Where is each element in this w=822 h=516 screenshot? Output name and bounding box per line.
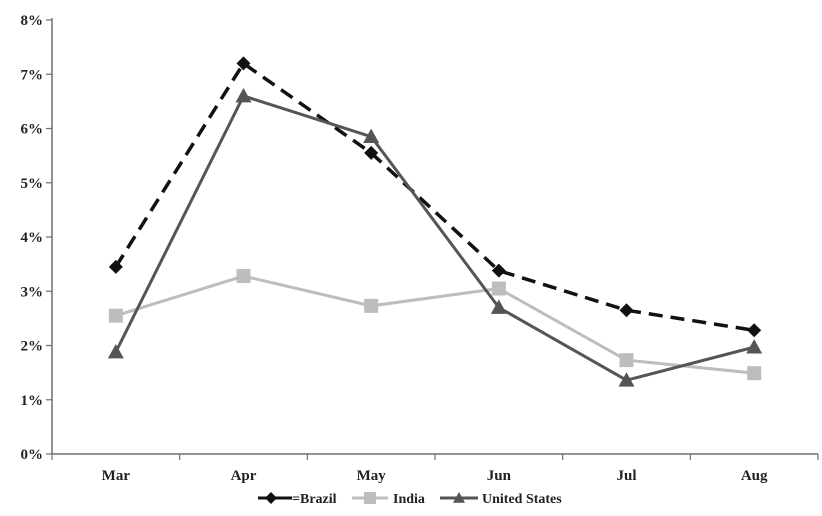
data-point — [235, 87, 252, 103]
y-tick-label: 5% — [21, 176, 44, 192]
axes — [51, 18, 818, 455]
legend: =Brazil India United States — [258, 492, 562, 507]
x-tick-label: Aug — [741, 468, 768, 484]
legend-marker — [453, 492, 465, 503]
x-tick-label: Jun — [487, 468, 512, 484]
data-point — [364, 298, 379, 313]
data-point — [490, 299, 507, 314]
legend-label: United States — [482, 492, 562, 507]
data-point — [619, 303, 634, 318]
x-axis-ticks: Mar Apr May Jun Jul Aug — [51, 454, 819, 484]
data-point — [618, 372, 635, 387]
legend-item-brazil: =Brazil — [258, 492, 337, 507]
data-point — [108, 308, 123, 323]
x-tick-label: May — [357, 468, 387, 484]
y-tick-label: 6% — [21, 122, 44, 138]
data-point — [107, 344, 124, 359]
y-tick-label: 7% — [21, 67, 44, 83]
data-point — [746, 339, 763, 354]
data-point — [364, 145, 379, 160]
legend-marker — [265, 492, 277, 504]
data-point — [363, 128, 380, 144]
x-tick-label: Apr — [231, 468, 257, 484]
x-tick-label: Mar — [102, 468, 131, 484]
data-point — [747, 323, 762, 338]
series-line — [114, 94, 755, 382]
y-axis-ticks: 0% 1% 2% 3% 4% 5% 6% 7% 8% — [21, 13, 52, 463]
series-united-states — [107, 87, 763, 387]
legend-label: India — [393, 492, 425, 507]
data-point — [236, 269, 251, 284]
series-lines — [107, 56, 763, 387]
y-tick-label: 0% — [21, 447, 44, 463]
legend-marker — [364, 492, 376, 504]
y-tick-label: 2% — [21, 339, 44, 355]
series-line — [114, 61, 755, 333]
y-tick-label: 3% — [21, 284, 44, 300]
legend-item-india: India — [352, 492, 425, 507]
data-point — [236, 56, 251, 71]
series-brazil — [108, 56, 762, 338]
data-point — [108, 259, 123, 274]
y-tick-label: 1% — [21, 393, 44, 409]
x-tick-label: Jul — [616, 468, 636, 484]
y-tick-label: 8% — [21, 13, 44, 29]
data-point — [491, 263, 506, 278]
data-point — [491, 281, 506, 296]
legend-label: =Brazil — [292, 492, 337, 507]
series-india — [108, 269, 762, 381]
series-line — [115, 274, 755, 375]
y-tick-label: 4% — [21, 230, 44, 246]
data-point — [619, 353, 634, 368]
legend-item-united-states: United States — [440, 492, 562, 507]
data-point — [747, 366, 762, 381]
